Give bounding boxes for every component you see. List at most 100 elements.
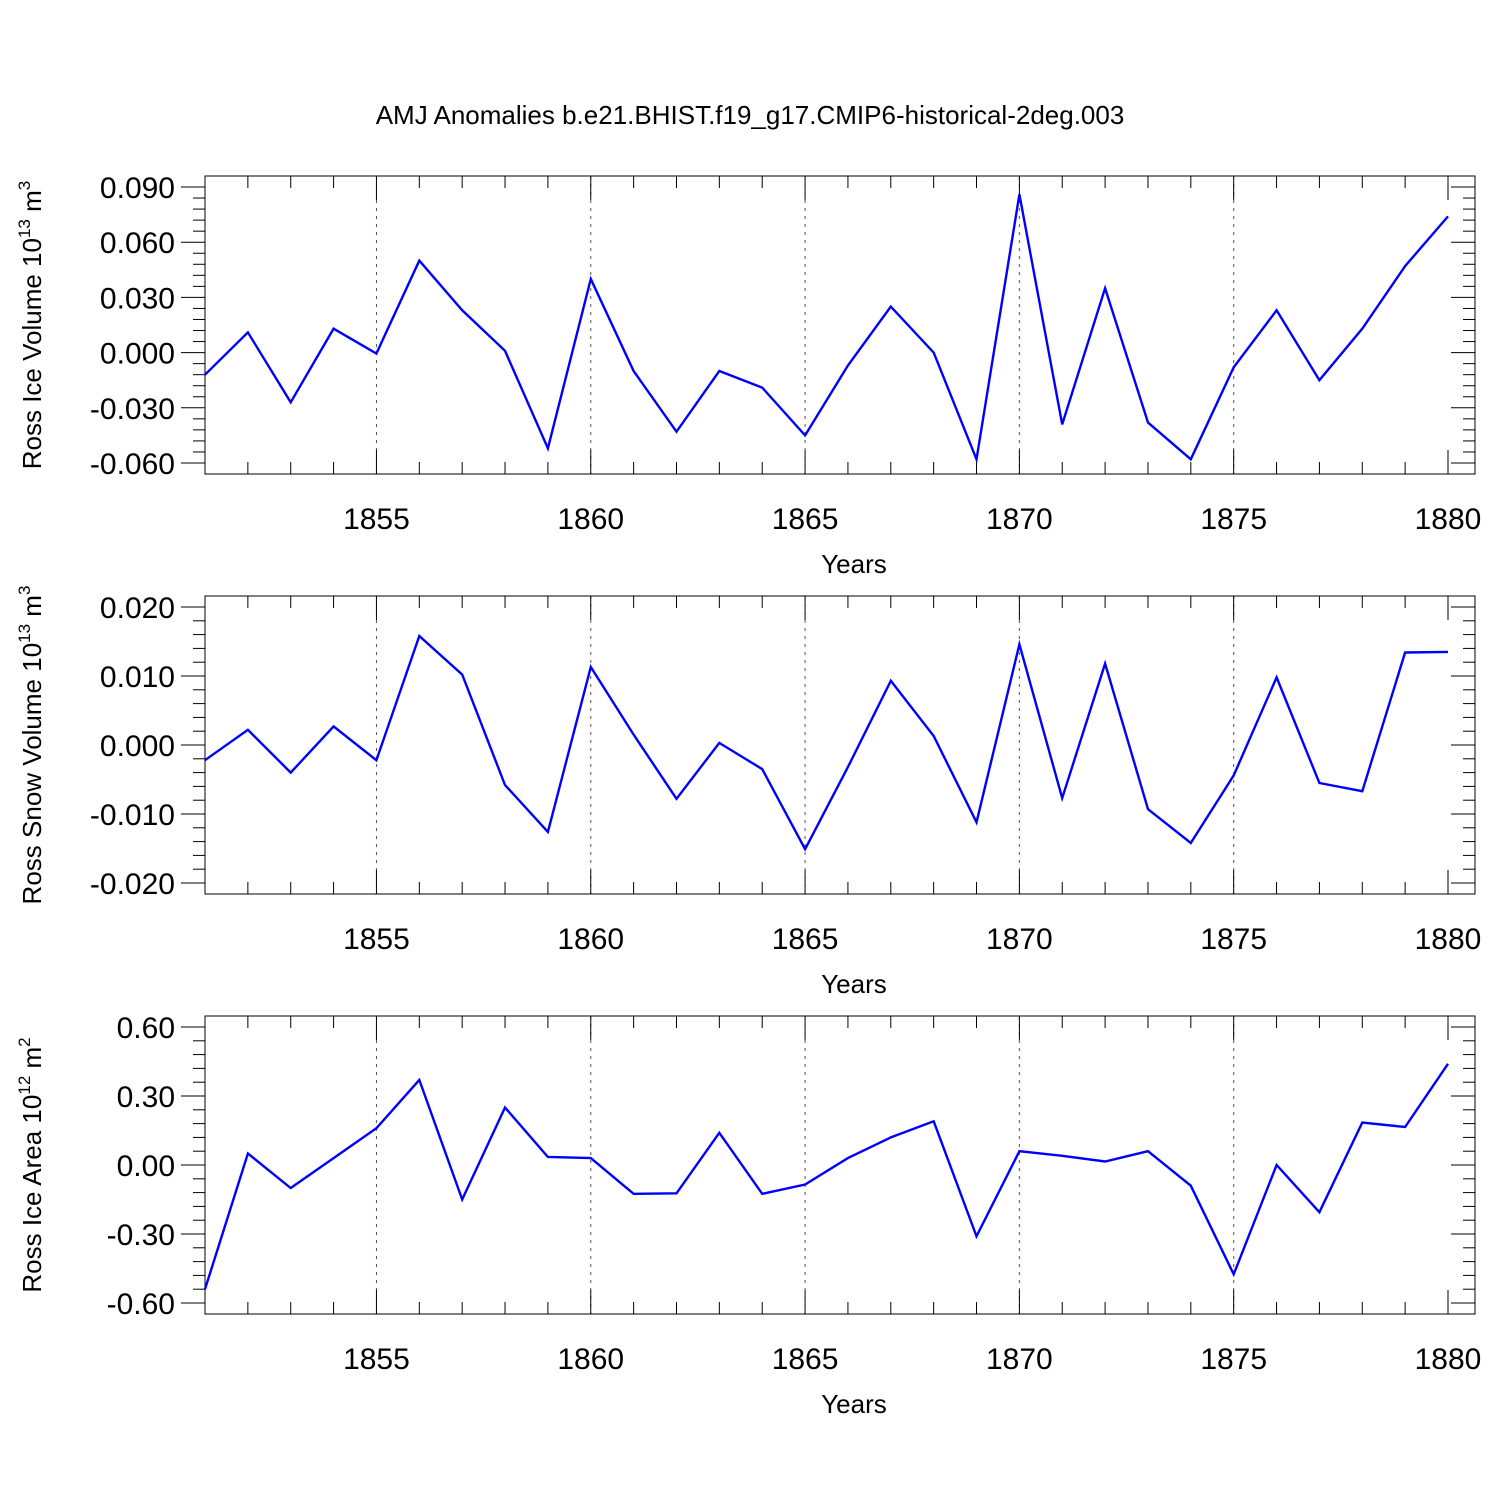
data-point [546,830,550,834]
y-tick-label: 0.090 [100,172,175,205]
x-tick-label: 1860 [557,503,624,536]
data-point [589,665,593,669]
data-point [1360,789,1364,793]
data-point [1060,422,1064,426]
y-tick-label: -0.030 [90,393,175,426]
data-point [1403,651,1407,655]
y-tick-label: -0.010 [90,799,175,832]
data-point [1232,365,1236,369]
data-point [1317,1210,1321,1214]
data-point [546,1155,550,1159]
y-tick-label: -0.30 [107,1219,175,1252]
panels-group: 1855 1860 1865 1870 1875 1880 -0.060 -0.030 0.00… [15,172,1481,1419]
data-point [803,847,807,851]
data-point [1317,781,1321,785]
plot-frame [204,595,1476,895]
data-point [203,373,207,377]
x-tick-label: 1880 [1415,1343,1482,1376]
data-point [803,433,807,437]
data-point [1060,796,1064,800]
data-point [332,1156,336,1160]
y-tick-label: 0.060 [100,227,175,260]
data-point [674,797,678,801]
data-point [1403,1125,1407,1129]
data-point [1103,1160,1107,1164]
y-axis-title: Ross Ice Volume 1013 m3 [15,181,47,470]
data-point [1146,807,1150,811]
data-point [1275,308,1279,312]
data-point [632,369,636,373]
data-point [1103,286,1107,290]
data-point [632,733,636,737]
data-point [1189,457,1193,461]
data-point [975,820,979,824]
series-line [204,633,1449,852]
y-tick-label: -0.060 [90,448,175,481]
x-tick-label: 1880 [1415,503,1482,536]
data-point [332,327,336,331]
y-tick-label: 0.000 [100,730,175,763]
data-point [674,1191,678,1195]
data-point [1189,841,1193,845]
data-point [503,783,507,787]
data-point [1360,1120,1364,1124]
data-point [1403,264,1407,268]
data-point [503,349,507,353]
data-point [1017,1149,1021,1153]
data-point [1275,1163,1279,1167]
data-point [203,1287,207,1291]
x-tick-label: 1865 [772,923,839,956]
data-point [846,765,850,769]
data-point [460,308,464,312]
data-point [417,1078,421,1082]
x-tick-label: 1870 [986,1343,1053,1376]
chart-title: AMJ Anomalies b.e21.BHIST.f19_g17.CMIP6-… [376,100,1125,130]
data-point [374,758,378,762]
data-point [289,400,293,404]
x-axis-title: Years [821,549,887,579]
data-point [1232,773,1236,777]
x-axis-title: Years [821,969,887,999]
series-line [203,1063,1449,1290]
data-point [717,741,721,745]
data-point [417,259,421,263]
y-tick-label: 0.000 [100,338,175,371]
panel-2: 1855 1860 1865 1870 1875 1880 -0.020 -0.010 0.00… [15,586,1481,999]
y-tick-label: -0.020 [90,868,175,901]
x-tick-label: 1860 [557,1343,624,1376]
y-tick-label: 0.60 [117,1012,175,1045]
plot-frame [204,1015,1476,1315]
data-point [546,446,550,450]
data-point [503,1106,507,1110]
y-tick-label: 0.010 [100,661,175,694]
data-point [889,679,893,683]
x-tick-label: 1855 [343,503,410,536]
data-point [417,634,421,638]
data-point [246,1152,250,1156]
data-point [932,1119,936,1123]
data-point [374,352,378,356]
data-point [1017,192,1021,196]
data-point [674,430,678,434]
data-point [932,351,936,355]
data-point [374,1126,378,1130]
x-tick-label: 1865 [772,1343,839,1376]
x-tick-label: 1875 [1200,1343,1267,1376]
data-point [1446,214,1450,218]
data-point [1103,662,1107,666]
data-point [1017,642,1021,646]
data-point [846,1156,850,1160]
x-axis-title: Years [821,1389,887,1419]
data-point [1060,1154,1064,1158]
data-point [589,277,593,281]
y-axis-title: Ross Ice Area 1012 m2 [15,1037,47,1292]
x-tick-label: 1875 [1200,923,1267,956]
plot-frame [204,175,1476,475]
x-tick-label: 1875 [1200,503,1267,536]
data-point [975,457,979,461]
data-point [289,771,293,775]
data-point [332,724,336,728]
x-tick-label: 1855 [343,1343,410,1376]
y-tick-label: 0.30 [117,1081,175,1114]
